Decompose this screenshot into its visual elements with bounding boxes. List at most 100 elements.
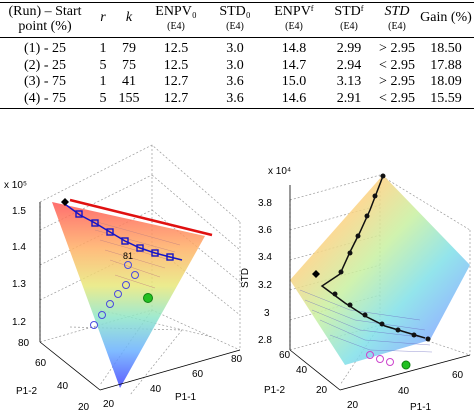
left-x-tick: 20 — [103, 399, 115, 410]
cell-std0: 3.6 — [226, 74, 244, 89]
header-gain: Gain (%) — [420, 10, 472, 25]
cell-r: 1 — [99, 41, 107, 56]
path-marker — [136, 244, 144, 252]
left-y-label: P1-2 — [16, 386, 38, 397]
path-circle — [106, 300, 114, 308]
left-ridge-line — [69, 198, 213, 237]
path-marker — [395, 327, 401, 333]
left-optimization-path — [61, 201, 183, 261]
header-run-start: (Run) – Start point (%) — [8, 4, 82, 34]
cell-stdf: 2.99 — [336, 41, 362, 56]
cell-stdf: 3.13 — [336, 74, 362, 89]
path-circle — [386, 358, 394, 366]
cell-run: (4) - 75 — [24, 90, 66, 106]
path-marker — [380, 173, 386, 179]
left-z-tick: 1.5 — [12, 206, 26, 217]
path-circle — [114, 290, 122, 298]
cell-k: 155 — [118, 90, 140, 106]
path-marker — [411, 332, 417, 338]
cell-enpvf: 15.0 — [281, 74, 307, 89]
right-surface-plot: x 10⁴ 3.8 3.6 3.4 3.2 3 2.8 STD 60 40 20… — [240, 166, 471, 413]
cell-std-threshold: > 2.95 — [379, 74, 415, 89]
cell-std-threshold: > 2.95 — [379, 41, 415, 56]
header-r: r — [100, 10, 106, 25]
right-z-tick: 2.8 — [258, 335, 272, 346]
cell-stdf: 2.91 — [336, 90, 362, 106]
cell-r: 5 — [99, 90, 107, 106]
cell-run: (2) - 25 — [24, 57, 66, 73]
path-marker — [166, 253, 174, 261]
table-header-rule — [0, 37, 474, 38]
left-start-marker — [61, 198, 69, 206]
left-end-marker — [143, 293, 153, 303]
right-end-marker — [401, 360, 411, 370]
path-marker — [106, 228, 114, 236]
right-x-tick: 20 — [347, 400, 359, 411]
right-path-circles — [366, 351, 394, 366]
path-marker — [372, 193, 378, 199]
left-axes — [39, 202, 241, 391]
right-optimization-path — [320, 175, 426, 339]
header-enpvf: ENPVᶠ (E4) — [274, 4, 314, 32]
cell-std0: 3.6 — [226, 90, 244, 106]
path-circle — [124, 261, 132, 269]
right-y-tick: 40 — [296, 365, 308, 376]
cell-enpvf: 14.8 — [281, 41, 307, 56]
left-exponent: x 10⁵ — [4, 180, 27, 191]
header-stdf: STDᶠ (E4) — [334, 4, 364, 32]
left-z-tick: 1.2 — [12, 317, 26, 328]
right-axes — [289, 185, 471, 391]
table-bottom-rule — [0, 108, 474, 110]
cell-std-threshold: < 2.95 — [379, 90, 415, 106]
left-z-tick: 1.3 — [12, 279, 26, 290]
right-z-tick: 3.6 — [258, 225, 272, 236]
left-surface-plot: 81 x 10⁵ 1.5 1.4 1.3 1.2 80 60 40 20 P1-… — [4, 144, 243, 413]
left-point-label: 81 — [123, 251, 133, 261]
path-circle — [376, 355, 384, 363]
path-circle — [98, 311, 106, 319]
cell-r: 5 — [99, 57, 107, 73]
left-x-tick: 40 — [150, 384, 162, 395]
cell-gain: 17.88 — [430, 57, 462, 73]
cell-k: 75 — [122, 57, 136, 73]
right-z-tick: 3 — [264, 308, 270, 319]
path-circle — [131, 271, 139, 279]
right-y-label: P1-2 — [264, 385, 286, 396]
left-y-tick: 80 — [18, 338, 30, 349]
left-surface — [52, 202, 205, 388]
path-marker — [355, 233, 361, 239]
header-std-threshold: STD (E4) — [384, 4, 410, 32]
right-x-tick: 40 — [398, 386, 410, 397]
cell-gain: 18.50 — [430, 41, 462, 56]
right-z-tick: 3.4 — [258, 252, 272, 263]
surface-plots-figure: 81 x 10⁵ 1.5 1.4 1.3 1.2 80 60 40 20 P1-… — [4, 144, 471, 413]
path-marker — [338, 269, 344, 275]
left-x-tick: 80 — [231, 354, 243, 365]
right-path-markers — [332, 173, 431, 342]
header-enpv0: ENPV₀ (E4) — [155, 4, 197, 32]
path-marker — [362, 312, 368, 318]
left-y-tick: 60 — [35, 358, 47, 369]
right-z-tick: 3.2 — [258, 280, 272, 291]
cell-enpv0: 12.5 — [163, 57, 189, 73]
right-y-tick: 60 — [279, 350, 291, 361]
cell-run: (3) - 75 — [24, 74, 66, 89]
right-x-label: P1-1 — [410, 402, 432, 413]
path-circle — [90, 321, 98, 329]
cell-r: 1 — [99, 74, 107, 89]
right-z-tick: 3.8 — [258, 198, 272, 209]
right-start-marker — [312, 270, 320, 278]
table-top-rule — [0, 2, 474, 4]
results-table: (Run) – Start point (%) r k ENPV₀ (E4) ST… — [0, 0, 474, 110]
cell-run: (1) - 25 — [24, 41, 66, 56]
right-x-tick: 60 — [452, 370, 464, 381]
path-marker — [332, 291, 338, 297]
cell-std0: 3.0 — [226, 41, 244, 56]
path-marker — [75, 210, 83, 218]
left-x-tick: 60 — [192, 369, 204, 380]
path-marker — [379, 321, 385, 327]
cell-enpv0: 12.7 — [163, 74, 189, 89]
cell-stdf: 2.94 — [336, 57, 362, 73]
cell-std0: 3.0 — [226, 57, 244, 73]
left-path-circles — [90, 261, 139, 329]
